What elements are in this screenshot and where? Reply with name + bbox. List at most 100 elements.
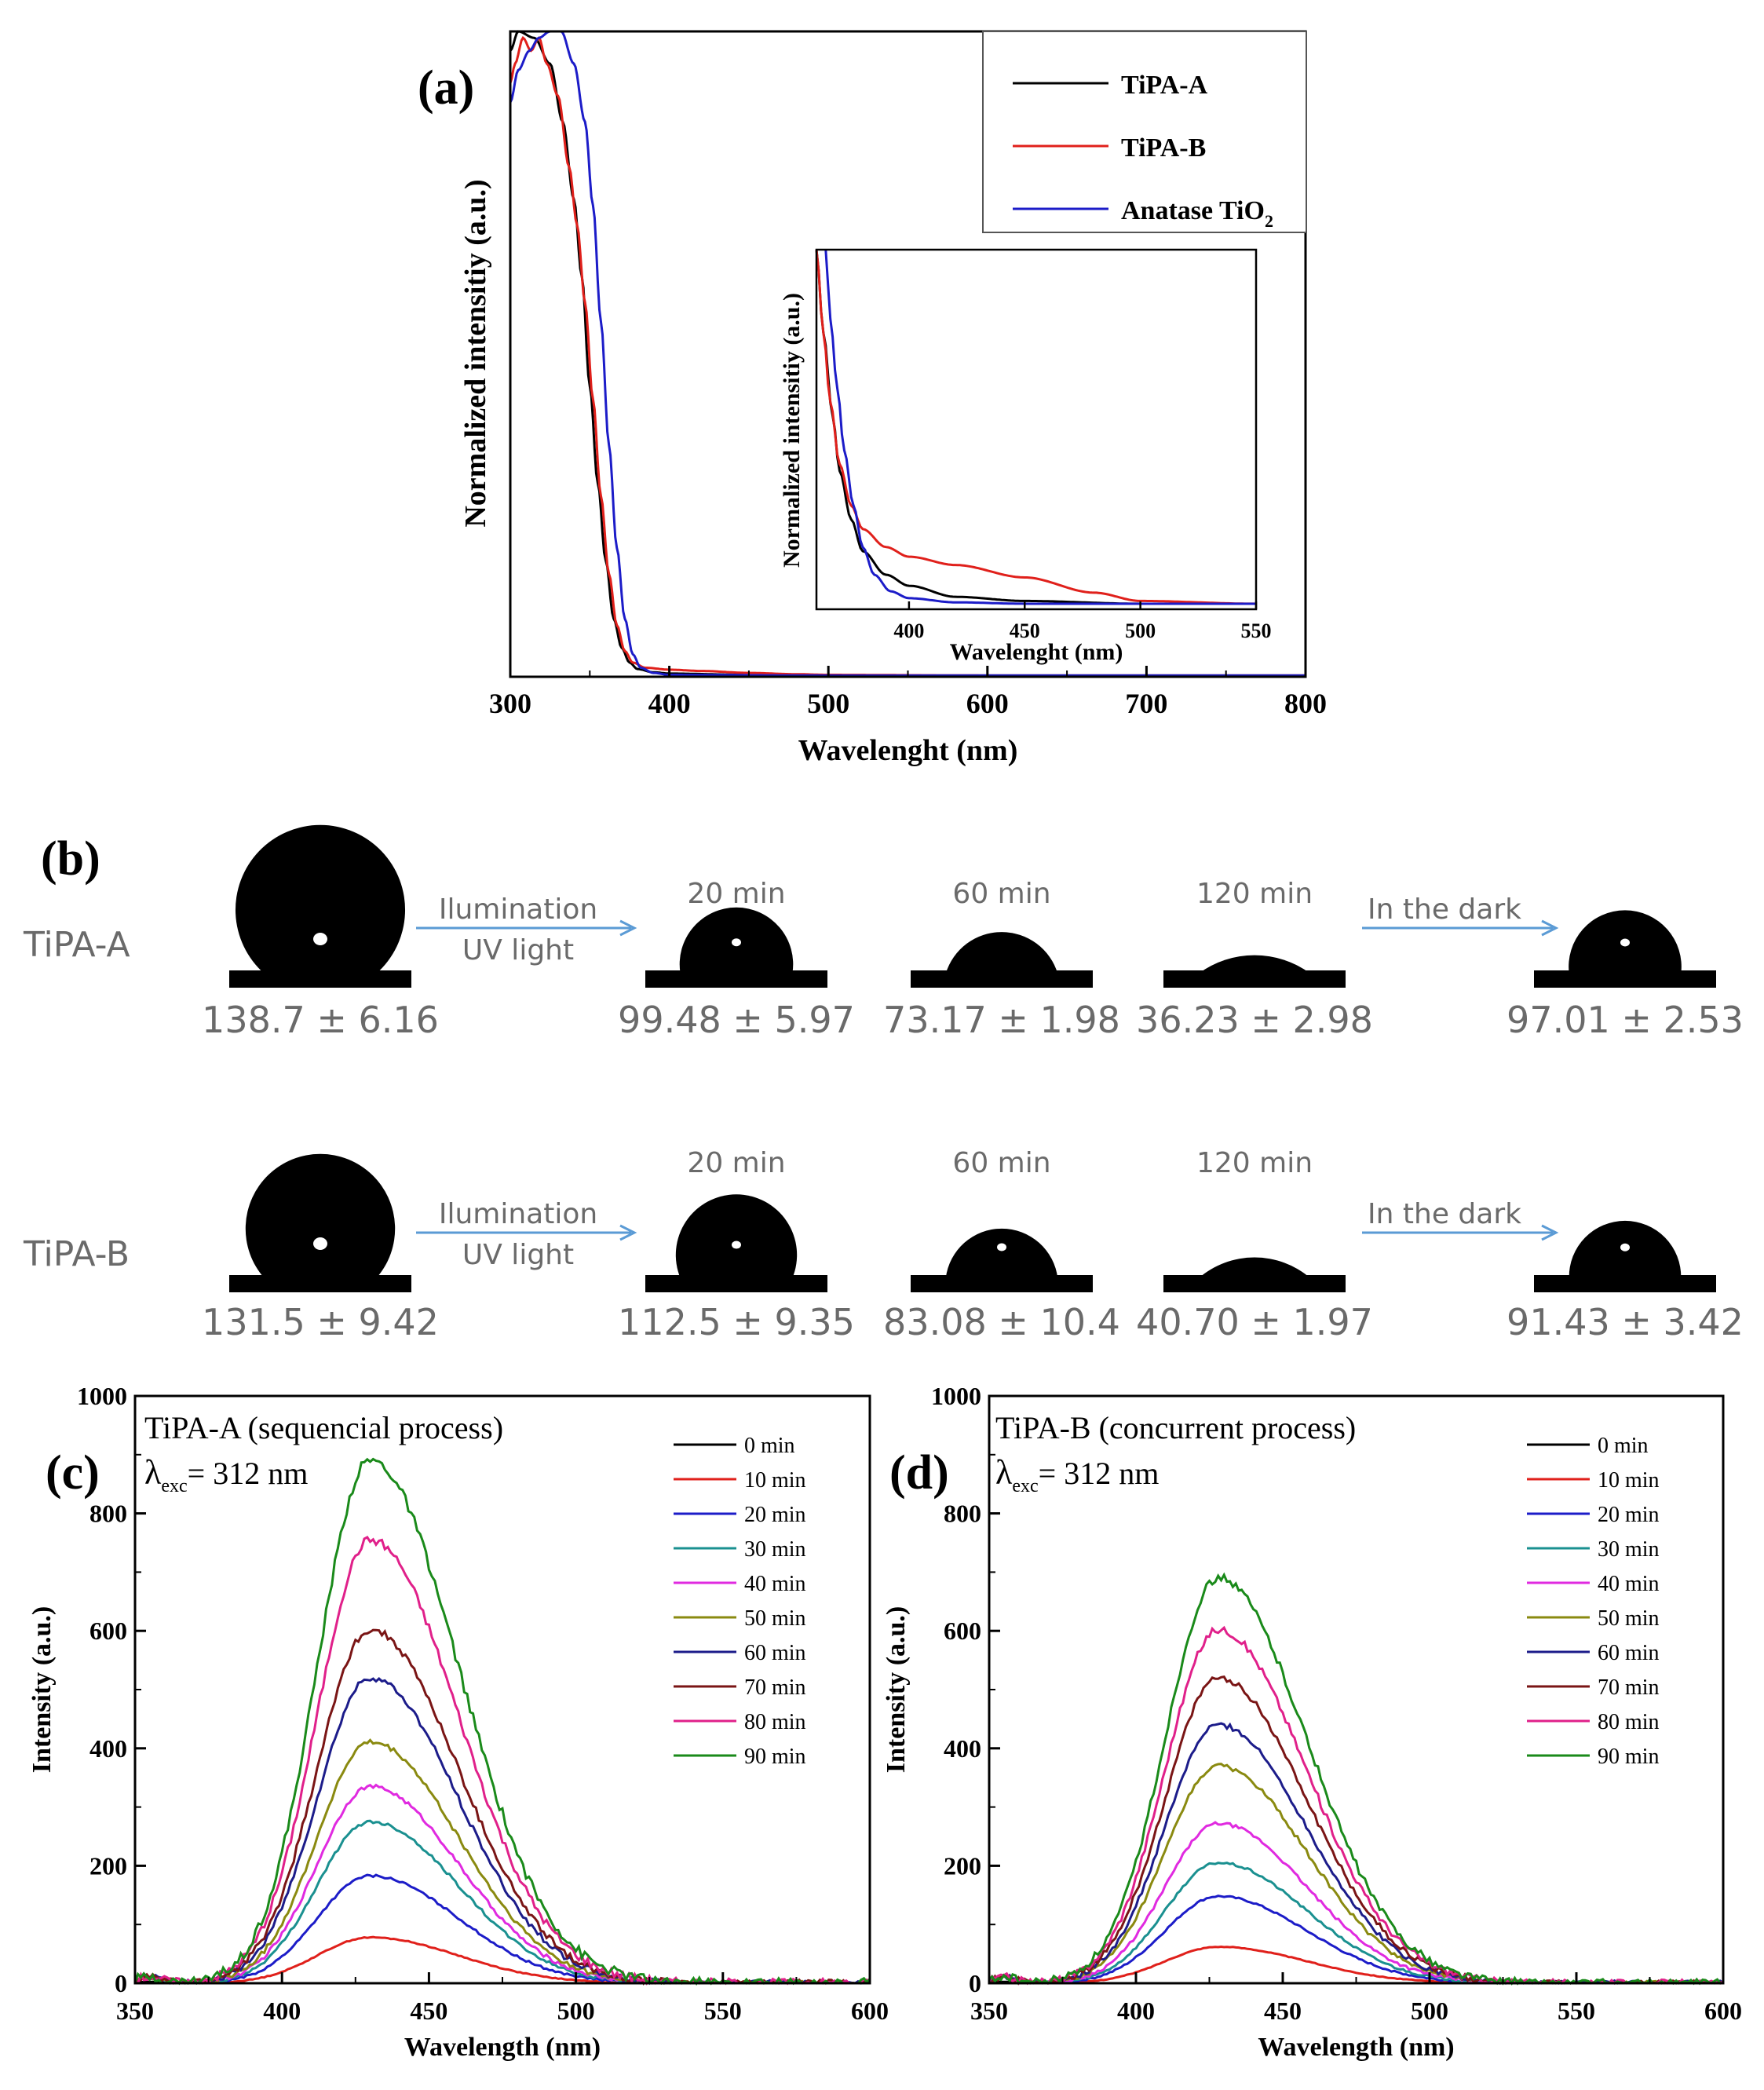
contact-angle-value: 83.08 ± 10.4 bbox=[883, 1301, 1120, 1343]
y-tick-label: 400 bbox=[944, 1734, 981, 1763]
x-tick-label: 450 bbox=[410, 1997, 447, 2025]
y-tick-label: 200 bbox=[944, 1851, 981, 1880]
y-tick-label: 600 bbox=[944, 1617, 981, 1645]
inset-bg bbox=[816, 250, 1256, 609]
uv-light-label: UV light bbox=[462, 934, 574, 966]
droplet-image bbox=[229, 824, 411, 988]
panel-title: TiPA-A (sequencial process) bbox=[144, 1410, 503, 1445]
y-tick-label: 200 bbox=[89, 1851, 127, 1880]
legend-label: 0 min bbox=[1598, 1434, 1649, 1458]
droplet-highlight bbox=[313, 933, 327, 945]
y-tick-label: 800 bbox=[944, 1500, 981, 1528]
panel-a: 300 400 500 600 700 800 Wavelenght (nm) Normali… bbox=[418, 30, 1327, 767]
arrow-head bbox=[619, 1224, 637, 1241]
legend-label: 20 min bbox=[744, 1503, 806, 1527]
legend-label: 30 min bbox=[744, 1537, 806, 1562]
legend-label: 90 min bbox=[744, 1745, 806, 1769]
panel-c: 350 400 450 500 550 600 0 200 400 600 800 1000 Wavel… bbox=[27, 1382, 889, 2062]
droplet-image bbox=[1534, 1220, 1716, 1292]
legend-label: 40 min bbox=[1598, 1572, 1660, 1596]
substrate bbox=[229, 970, 411, 988]
time-label: 20 min bbox=[687, 1147, 785, 1179]
series-line-30-min bbox=[134, 1819, 870, 1985]
contact-angle-value: 73.17 ± 1.98 bbox=[883, 999, 1120, 1041]
droplet-highlight bbox=[732, 938, 741, 947]
legend-label: 70 min bbox=[744, 1675, 806, 1700]
x-tick-label: 500 bbox=[557, 1997, 595, 2025]
time-label: 120 min bbox=[1196, 1147, 1313, 1179]
legend-label: 80 min bbox=[1598, 1710, 1660, 1734]
legend-label: 10 min bbox=[1598, 1468, 1660, 1493]
arrow-head bbox=[1541, 919, 1559, 937]
x-axis-label: Wavelenght (nm) bbox=[798, 734, 1018, 767]
droplet bbox=[1198, 955, 1311, 974]
substrate bbox=[229, 1275, 411, 1292]
legend-label: TiPA-A bbox=[1121, 71, 1208, 100]
inset-x-tick-label: 500 bbox=[1125, 619, 1156, 642]
substrate bbox=[1163, 970, 1346, 988]
inset-series-line bbox=[815, 249, 1257, 605]
time-label: 60 min bbox=[952, 878, 1050, 910]
contact-angle-value: 138.7 ± 6.16 bbox=[202, 999, 439, 1041]
legend-label: 50 min bbox=[1598, 1606, 1660, 1631]
x-tick-label: 550 bbox=[704, 1997, 742, 2025]
legend-label: 70 min bbox=[1598, 1675, 1660, 1700]
droplet-image bbox=[229, 1153, 411, 1292]
droplet bbox=[945, 932, 1058, 974]
droplet-image bbox=[1534, 910, 1716, 988]
y-axis-label: Intensity (a.u.) bbox=[882, 1606, 911, 1774]
panel-label-d: (d) bbox=[889, 1446, 949, 1500]
inset-series-line bbox=[824, 249, 1256, 605]
droplet-row-tipa-a: TiPA-A 138.7 ± 6.16 20 min 99.48 ± 5.97 60 m… bbox=[23, 824, 1744, 1041]
y-tick-label: 400 bbox=[89, 1734, 127, 1763]
x-tick-label: 400 bbox=[648, 688, 691, 719]
droplet-highlight bbox=[1620, 1243, 1630, 1251]
y-tick-label: 800 bbox=[89, 1500, 127, 1528]
droplet-highlight bbox=[997, 1243, 1006, 1251]
contact-angle-value: 36.23 ± 2.98 bbox=[1136, 999, 1373, 1041]
legend-box bbox=[982, 31, 1307, 233]
y-tick-label: 1000 bbox=[931, 1382, 981, 1410]
x-tick-label: 500 bbox=[1411, 1997, 1448, 2025]
y-tick-label: 1000 bbox=[77, 1382, 127, 1410]
droplet-row-tipa-b: TiPA-B 131.5 ± 9.42 20 min 112.5 ± 9.35 60 m… bbox=[23, 1147, 1744, 1343]
illumination-label: Ilumination bbox=[439, 1198, 597, 1230]
droplet-highlight bbox=[313, 1237, 327, 1250]
panel-label-c: (c) bbox=[46, 1446, 100, 1500]
droplet-image bbox=[911, 1228, 1093, 1292]
droplet bbox=[235, 824, 406, 974]
inset-x-axis-label: Wavelenght (nm) bbox=[950, 639, 1123, 665]
time-label: 120 min bbox=[1196, 878, 1313, 910]
panel-b: (b) TiPA-A 138.7 ± 6.16 20 min 99.48 ± 5.97 6… bbox=[23, 824, 1744, 1343]
series-line-90-min bbox=[133, 1457, 871, 1986]
droplet-image bbox=[911, 932, 1093, 988]
series-line-50-min bbox=[988, 1763, 1724, 1985]
legend-label: 80 min bbox=[744, 1710, 806, 1734]
uv-light-label: UV light bbox=[462, 1239, 574, 1271]
legend-label: 20 min bbox=[1598, 1503, 1660, 1527]
inset-x-tick-label: 450 bbox=[1010, 619, 1040, 642]
inset-chart: 400 450 500 550 Wavelenght (nm) Normalized in… bbox=[779, 248, 1272, 665]
legend-label: TiPA-B bbox=[1121, 133, 1206, 163]
legend-label: 10 min bbox=[744, 1468, 806, 1493]
contact-angle-value: 99.48 ± 5.97 bbox=[618, 999, 855, 1041]
substrate bbox=[1534, 1275, 1716, 1292]
y-axis-label: Intensity (a.u.) bbox=[27, 1606, 57, 1774]
x-tick-label: 800 bbox=[1284, 688, 1327, 719]
x-axis-label: Wavelength (nm) bbox=[1258, 2033, 1454, 2062]
x-tick-label: 600 bbox=[851, 1997, 889, 2025]
arrow-head bbox=[1541, 1224, 1559, 1241]
droplet-image bbox=[1163, 955, 1346, 988]
legend-label: 60 min bbox=[1598, 1641, 1660, 1665]
inset-x-tick-label: 400 bbox=[893, 619, 924, 642]
inset-x-tick-label: 550 bbox=[1241, 619, 1272, 642]
substrate bbox=[911, 1275, 1093, 1292]
contact-angle-value: 40.70 ± 1.97 bbox=[1136, 1301, 1373, 1343]
substrate bbox=[1163, 1275, 1346, 1292]
legend-label: 40 min bbox=[744, 1572, 806, 1596]
dark-label: In the dark bbox=[1368, 893, 1521, 926]
droplet bbox=[245, 1153, 396, 1278]
contact-angle-value: 112.5 ± 9.35 bbox=[618, 1301, 855, 1343]
substrate bbox=[911, 970, 1093, 988]
lambda-label: λexc= 312 nm bbox=[995, 1453, 1159, 1496]
